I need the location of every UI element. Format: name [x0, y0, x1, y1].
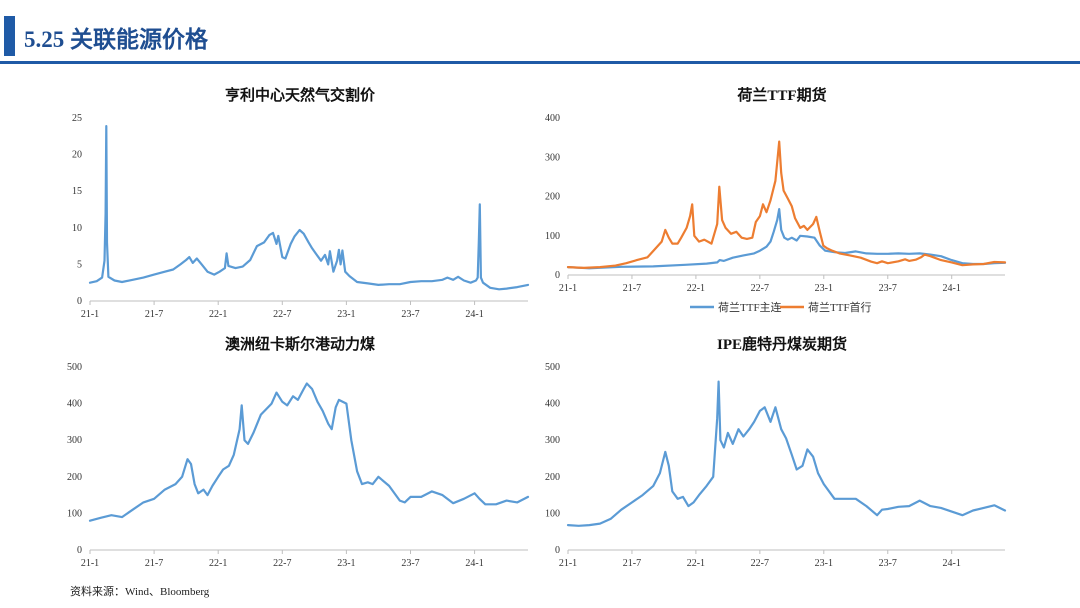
y-tick-label: 400 — [545, 113, 560, 124]
y-tick-label: 500 — [545, 362, 560, 373]
y-tick-label: 400 — [67, 399, 82, 410]
x-tick-label: 21-1 — [81, 309, 99, 320]
x-tick-label: 23-1 — [337, 309, 355, 320]
x-tick-label: 22-7 — [751, 558, 769, 569]
y-tick-label: 0 — [77, 296, 82, 307]
series-line-1 — [88, 125, 530, 291]
x-tick-label: 23-7 — [401, 558, 419, 569]
x-tick-label: 23-1 — [815, 558, 833, 569]
x-tick-label: 22-7 — [273, 309, 291, 320]
x-tick-label: 23-7 — [879, 283, 897, 294]
x-tick-label: 22-1 — [687, 283, 705, 294]
x-tick-label: 22-1 — [209, 558, 227, 569]
header-rule — [0, 61, 1080, 64]
x-tick-label: 24-1 — [943, 283, 961, 294]
x-tick-label: 23-7 — [879, 558, 897, 569]
x-tick-label: 23-1 — [337, 558, 355, 569]
x-tick-label: 21-7 — [623, 558, 641, 569]
x-tick-label: 23-1 — [815, 283, 833, 294]
legend-label-2: 荷兰TTF首行 — [808, 300, 872, 314]
y-tick-label: 100 — [545, 231, 560, 242]
x-tick-label: 21-7 — [145, 558, 163, 569]
header-accent-bar — [4, 16, 15, 56]
x-tick-label: 21-1 — [559, 283, 577, 294]
source-note: 资料来源：Wind、Bloomberg — [70, 586, 210, 598]
y-tick-label: 100 — [545, 508, 560, 519]
x-tick-label: 22-1 — [687, 558, 705, 569]
y-tick-label: 300 — [545, 435, 560, 446]
y-tick-label: 200 — [545, 472, 560, 483]
chart-title: IPE鹿特丹煤炭期货 — [717, 335, 847, 353]
chart-title: 澳洲纽卡斯尔港动力煤 — [225, 335, 375, 353]
x-tick-label: 22-7 — [751, 283, 769, 294]
x-tick-label: 21-1 — [559, 558, 577, 569]
y-tick-label: 500 — [67, 362, 82, 373]
y-tick-label: 400 — [545, 399, 560, 410]
y-tick-label: 0 — [555, 545, 560, 556]
x-tick-label: 22-1 — [209, 309, 227, 320]
y-tick-label: 300 — [545, 152, 560, 163]
chart-panel-1: 亨利中心天然气交割价 0 5 10 15 20 25 21-1 21-7 22-1 22-7 23-1… — [72, 86, 530, 320]
chart-panel-4: IPE鹿特丹煤炭期货 0 100 200 300 400 500 21-1 21-7 22-1 22… — [545, 335, 1007, 569]
x-tick-label: 21-1 — [81, 558, 99, 569]
y-tick-label: 10 — [72, 223, 82, 234]
series-line-2 — [566, 140, 1007, 269]
legend-label-1: 荷兰TTF主连 — [718, 301, 782, 314]
y-tick-label: 0 — [555, 270, 560, 281]
chart-panel-3: 澳洲纽卡斯尔港动力煤 0 100 200 300 400 500 21-1 21-7 22-1 22… — [67, 335, 530, 569]
y-tick-label: 200 — [545, 192, 560, 203]
x-tick-label: 24-1 — [943, 558, 961, 569]
page-title: 5.25 关联能源价格 — [24, 27, 208, 52]
y-tick-label: 5 — [77, 259, 82, 270]
y-tick-label: 0 — [77, 545, 82, 556]
chart-title: 荷兰TTF期货 — [737, 86, 826, 104]
series-line-1 — [566, 380, 1007, 527]
y-tick-label: 300 — [67, 435, 82, 446]
y-tick-label: 15 — [72, 186, 82, 197]
x-tick-label: 21-7 — [145, 309, 163, 320]
page-header: 5.25 关联能源价格 — [0, 0, 1080, 66]
chart-title: 亨利中心天然气交割价 — [225, 86, 376, 104]
x-tick-label: 21-7 — [623, 283, 641, 294]
y-tick-label: 20 — [72, 150, 82, 161]
series-line-1 — [88, 382, 530, 522]
x-tick-label: 23-7 — [401, 309, 419, 320]
y-tick-label: 200 — [67, 472, 82, 483]
y-tick-label: 25 — [72, 113, 82, 124]
x-tick-label: 24-1 — [465, 558, 483, 569]
chart-panel-2: 荷兰TTF期货 0 100 200 300 400 21-1 21-7 22-1 22-7 23-1… — [545, 86, 1007, 314]
x-tick-label: 24-1 — [465, 309, 483, 320]
x-tick-label: 22-7 — [273, 558, 291, 569]
y-tick-label: 100 — [67, 508, 82, 519]
